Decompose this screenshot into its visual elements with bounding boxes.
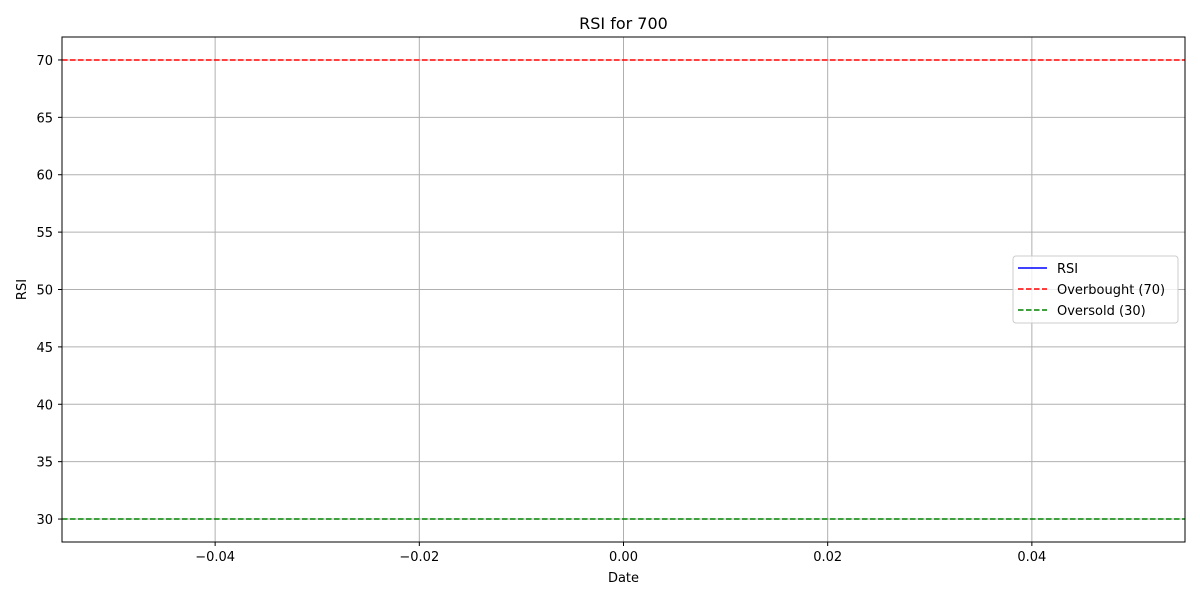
y-tick-label: 60 — [36, 169, 53, 184]
legend-label-overbought: Overbought (70) — [1057, 283, 1165, 298]
x-tick-label: −0.04 — [195, 550, 235, 565]
chart-title: RSI for 700 — [579, 14, 668, 33]
legend-label-rsi: RSI — [1057, 262, 1078, 277]
y-tick-label: 55 — [36, 226, 53, 241]
x-tick-label: 0.00 — [609, 550, 638, 565]
y-tick-label: 35 — [36, 456, 53, 471]
y-tick-label: 65 — [36, 111, 53, 126]
series-lines — [62, 59, 1185, 520]
y-tick-label: 45 — [36, 341, 53, 356]
y-tick-label: 70 — [36, 54, 53, 69]
legend-label-oversold: Oversold (30) — [1057, 304, 1146, 319]
y-tick-label: 40 — [36, 398, 53, 413]
y-tick-label: 50 — [36, 284, 53, 299]
y-axis-ticks: 30 35 40 45 50 55 60 65 70 — [36, 54, 62, 528]
legend: RSI Overbought (70) Oversold (30) — [1012, 255, 1179, 324]
x-tick-label: 0.04 — [1017, 550, 1046, 565]
legend-box — [1012, 255, 1179, 324]
x-axis-ticks: −0.04 −0.02 0.00 0.02 0.04 — [195, 542, 1046, 565]
x-axis-label: Date — [608, 571, 639, 586]
x-tick-label: −0.02 — [399, 550, 439, 565]
x-tick-label: 0.02 — [813, 550, 842, 565]
y-tick-label: 30 — [36, 513, 53, 528]
y-axis-label: RSI — [15, 279, 30, 300]
